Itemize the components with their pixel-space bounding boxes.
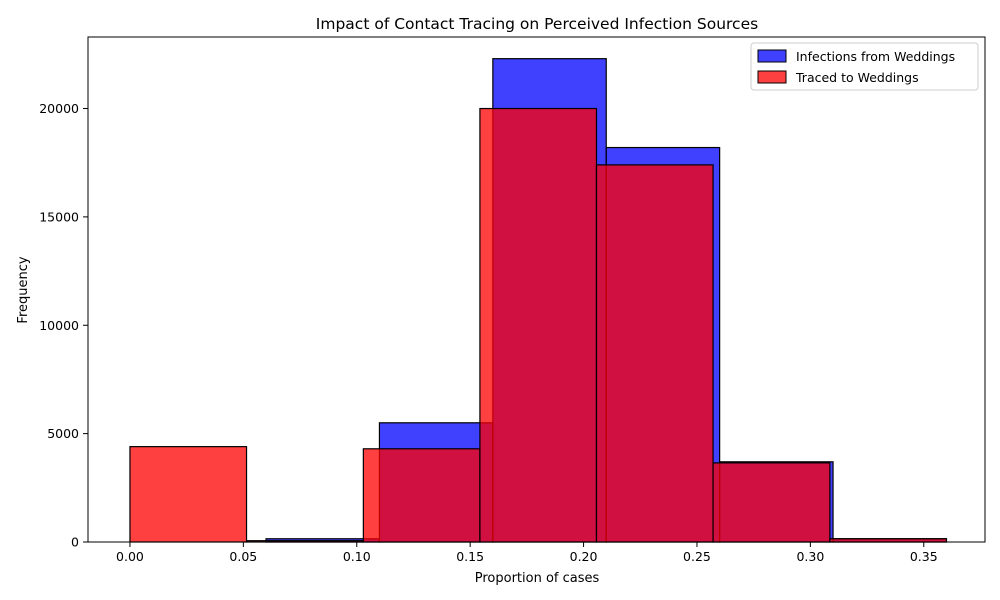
x-axis-label: Proportion of cases xyxy=(475,571,600,586)
chart-title: Impact of Contact Tracing on Perceived I… xyxy=(316,15,758,33)
legend: Infections from Weddings Traced to Weddi… xyxy=(750,42,979,91)
x-tick-label: 0.25 xyxy=(683,549,711,564)
plot-frame xyxy=(87,36,986,543)
x-tick-label: 0.10 xyxy=(343,549,371,564)
bar-traced-4 xyxy=(595,164,714,543)
legend-frame xyxy=(750,42,979,91)
legend-label-infections: Infections from Weddings xyxy=(796,49,955,64)
bar-traced-5 xyxy=(712,462,831,543)
x-tick-label: 0.15 xyxy=(456,549,484,564)
x-tick-label: 0.30 xyxy=(796,549,824,564)
bar-traced-2 xyxy=(362,448,481,543)
y-axis-label: Frequency xyxy=(16,256,31,323)
x-tick-label: 0.05 xyxy=(229,549,257,564)
ticks-layer: 0.00 0.05 0.10 0.15 0.20 0.25 0.30 0.35 0 5000 100… xyxy=(39,101,937,564)
y-tick-label: 0 xyxy=(71,535,79,550)
bars-layer xyxy=(129,58,948,543)
legend-label-traced: Traced to Weddings xyxy=(795,70,919,85)
axes-layer xyxy=(87,36,986,543)
x-tick-label: 0.20 xyxy=(570,549,598,564)
y-tick-label: 15000 xyxy=(39,209,79,224)
y-tick-label: 10000 xyxy=(39,318,79,333)
x-tick-label: 0.35 xyxy=(910,549,938,564)
x-tick-label: 0.00 xyxy=(116,549,144,564)
legend-swatch-infections xyxy=(757,49,787,63)
bar-traced-3 xyxy=(479,107,598,543)
legend-swatch-traced xyxy=(757,70,787,84)
y-tick-label: 5000 xyxy=(47,426,79,441)
y-tick-label: 20000 xyxy=(39,101,79,116)
bar-traced-0 xyxy=(129,446,248,543)
